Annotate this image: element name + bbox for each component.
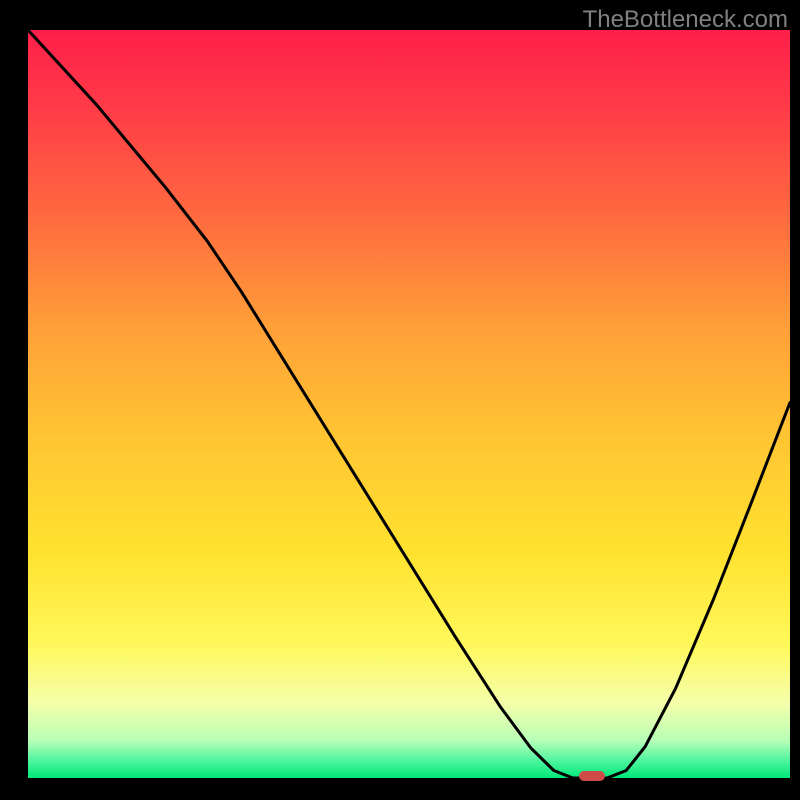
optimal-point-marker [579, 771, 605, 781]
chart-plot-area [28, 30, 790, 778]
bottleneck-curve [28, 30, 790, 778]
